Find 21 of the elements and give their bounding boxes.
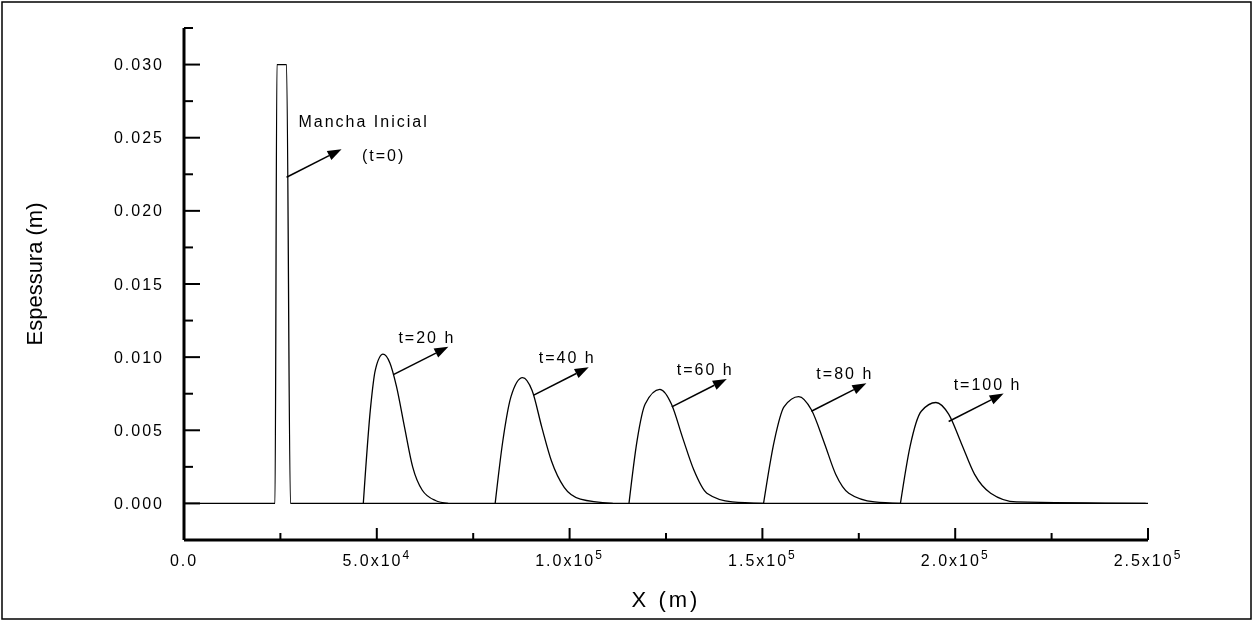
x-tick-label: 1.5x10$^{5}$ <box>728 548 797 569</box>
x-tick-label: 2.0x10$^{5}$ <box>920 548 990 569</box>
y-tick-label: 0.020 <box>113 202 164 220</box>
y-tick-label: 0.030 <box>113 56 164 74</box>
y-tick-label: 0.025 <box>113 129 164 147</box>
y-tick-label: 0.015 <box>113 275 164 293</box>
annotation: t=40 h <box>538 349 596 367</box>
y-tick-label: 0.000 <box>113 495 164 513</box>
x-tick-label: 2.5x10$^{5}$ <box>1113 548 1183 569</box>
annotation: t=100 h <box>953 375 1022 393</box>
x-tick-label: 1.0x10$^{5}$ <box>535 548 604 569</box>
y-tick-label: 0.005 <box>113 421 164 439</box>
y-tick-label: 0.010 <box>113 348 164 366</box>
annotation: Mancha Inicial (t=0) <box>298 113 429 165</box>
annotation: t=20 h <box>398 328 456 346</box>
annotation: t=80 h <box>816 365 874 383</box>
x-axis-title: X (m) <box>631 587 701 612</box>
y-axis-title: Espessura (m) <box>22 202 47 346</box>
annotation: t=60 h <box>676 360 734 378</box>
x-tick-label: 5.0x10$^{4}$ <box>342 548 412 569</box>
x-tick-label: 0.0 <box>169 552 199 569</box>
